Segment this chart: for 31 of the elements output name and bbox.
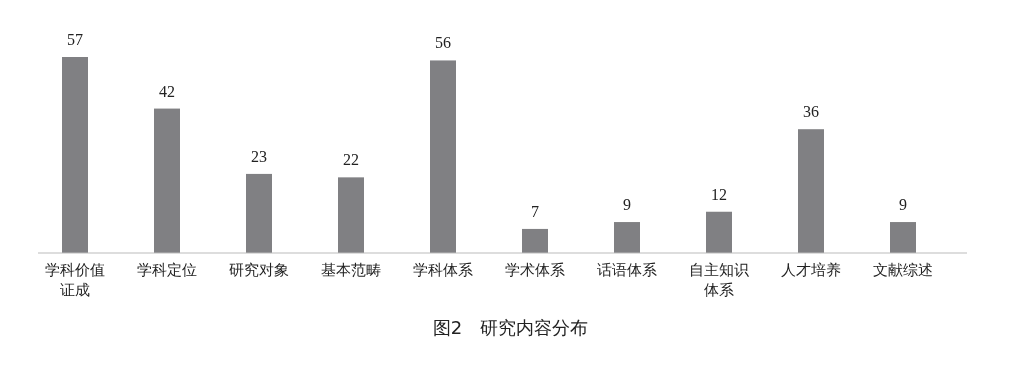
- data-label: 7: [531, 202, 539, 220]
- x-tick-label: 文献综述: [873, 261, 933, 279]
- x-tick-label: 学科定位: [137, 261, 197, 279]
- x-tick-label: 人才培养: [781, 261, 841, 279]
- bar: [798, 129, 824, 253]
- data-label: 9: [623, 196, 631, 214]
- x-tick-label: 学科价值证成: [45, 261, 105, 299]
- x-tick-label: 话语体系: [597, 261, 657, 279]
- bar: [522, 228, 548, 253]
- bar: [246, 173, 272, 253]
- data-label: 42: [159, 82, 175, 100]
- x-tick-label: 研究对象: [229, 261, 289, 279]
- x-tick-label: 学术体系: [505, 261, 565, 279]
- data-label: 56: [435, 34, 451, 52]
- bar: [154, 108, 180, 253]
- bar: [62, 57, 88, 253]
- bar: [430, 60, 456, 253]
- x-tick-label: 学科体系: [413, 261, 473, 279]
- bar: [890, 222, 916, 253]
- bar: [338, 177, 364, 253]
- data-label: 23: [251, 147, 267, 165]
- bar: [614, 222, 640, 253]
- x-tick-label: 基本范畴: [321, 261, 381, 279]
- data-label: 9: [899, 196, 907, 214]
- data-label: 57: [67, 31, 83, 48]
- x-tick-label: 自主知识体系: [689, 261, 749, 299]
- text: 图2 研究内容分布: [432, 317, 589, 338]
- bar: [706, 211, 732, 253]
- data-label: 36: [803, 103, 819, 121]
- data-label: 12: [711, 185, 727, 203]
- data-label: 22: [343, 151, 359, 169]
